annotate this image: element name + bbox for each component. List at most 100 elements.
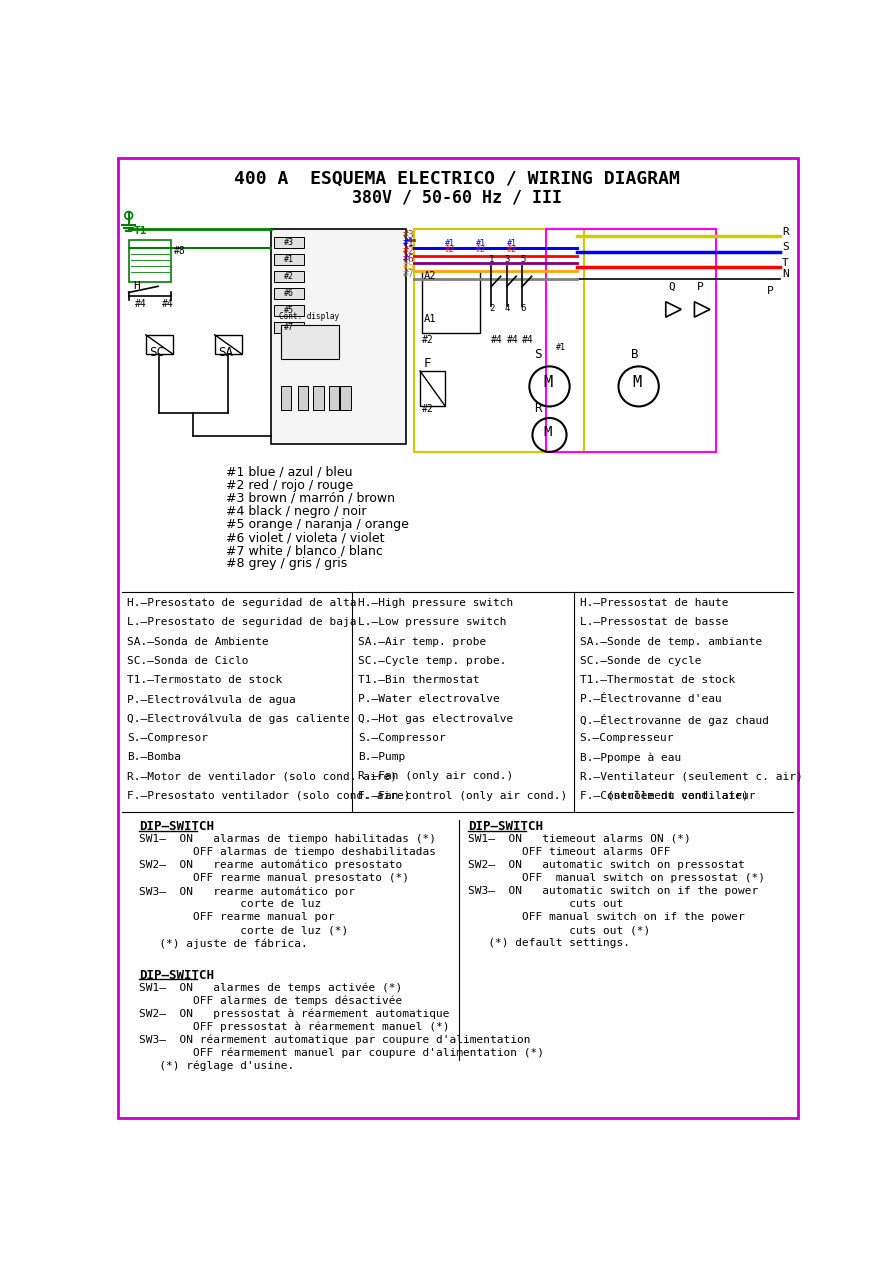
Text: SW3–  ON   rearme automático por: SW3– ON rearme automático por <box>138 887 355 897</box>
Text: #3: #3 <box>403 230 414 240</box>
Text: SC.–Sonda de Ciclo: SC.–Sonda de Ciclo <box>127 655 248 666</box>
Text: L.–Presostato de seguridad de baja: L.–Presostato de seguridad de baja <box>127 618 356 628</box>
Text: SA: SA <box>219 346 234 359</box>
Text: B: B <box>630 347 638 361</box>
Text: L.–Low pressure switch: L.–Low pressure switch <box>358 618 506 628</box>
Text: H.–Presostato de seguridad de alta: H.–Presostato de seguridad de alta <box>127 599 356 609</box>
Text: SW3–  ON   automatic switch on if the power: SW3– ON automatic switch on if the power <box>468 887 758 897</box>
Text: S.–Compresor: S.–Compresor <box>127 733 208 743</box>
Text: cuts out: cuts out <box>468 899 623 909</box>
Text: (*) default settings.: (*) default settings. <box>468 938 630 949</box>
Text: 6: 6 <box>520 304 525 313</box>
Text: OFF pressostat à réarmement manuel (*): OFF pressostat à réarmement manuel (*) <box>138 1022 449 1032</box>
Text: #4: #4 <box>507 335 519 345</box>
Text: #2: #2 <box>403 246 414 256</box>
Text: (*) ajuste de fábrica.: (*) ajuste de fábrica. <box>138 938 307 949</box>
Text: #7 white / blanco / blanc: #7 white / blanco / blanc <box>226 544 383 557</box>
Text: #1: #1 <box>445 239 455 248</box>
Text: OFF alarmes de temps désactivée: OFF alarmes de temps désactivée <box>138 995 402 1007</box>
Text: P.–Water electrovalve: P.–Water electrovalve <box>358 695 500 705</box>
Text: 4: 4 <box>505 304 510 313</box>
Text: A2: A2 <box>424 270 437 280</box>
Text: P.–Électrovanne d'eau: P.–Électrovanne d'eau <box>580 695 722 705</box>
Text: #2 red / rojo / rouge: #2 red / rojo / rouge <box>226 479 354 491</box>
Text: #8 grey / gris / gris: #8 grey / gris / gris <box>226 557 347 571</box>
Text: T1.–Thermostat de stock: T1.–Thermostat de stock <box>580 676 735 685</box>
Text: S: S <box>534 347 541 361</box>
Text: OFF manual switch on if the power: OFF manual switch on if the power <box>468 912 745 922</box>
Bar <box>274 254 304 265</box>
Text: Q.–Électrovanne de gaz chaud: Q.–Électrovanne de gaz chaud <box>580 714 769 726</box>
Text: corte de luz (*): corte de luz (*) <box>138 926 348 936</box>
Text: S.–Compressor: S.–Compressor <box>358 733 446 743</box>
Text: H.–Pressostat de haute: H.–Pressostat de haute <box>580 599 728 609</box>
Text: SC.–Sonde de cycle: SC.–Sonde de cycle <box>580 655 701 666</box>
Bar <box>146 335 173 354</box>
Bar <box>280 325 338 360</box>
Bar <box>129 240 171 283</box>
Text: #2: #2 <box>421 404 433 414</box>
Text: #4 black / negro / noir: #4 black / negro / noir <box>226 505 367 518</box>
Text: F.–Presostato ventilador (solo cond. aire): F.–Presostato ventilador (solo cond. air… <box>127 791 411 801</box>
Bar <box>421 270 480 332</box>
Text: SW2–  ON   automatic switch on pressostat: SW2– ON automatic switch on pressostat <box>468 860 745 870</box>
Text: OFF  manual switch on pressostat (*): OFF manual switch on pressostat (*) <box>468 873 765 883</box>
Bar <box>271 229 406 445</box>
Text: #3 brown / marrón / brown: #3 brown / marrón / brown <box>226 491 396 505</box>
Text: SW2–  ON   rearme automático presostato: SW2– ON rearme automático presostato <box>138 860 402 870</box>
Text: S: S <box>782 242 789 253</box>
Text: (seulement cond. air): (seulement cond. air) <box>580 791 748 801</box>
Text: OFF timeout alarms OFF: OFF timeout alarms OFF <box>468 847 671 856</box>
Text: #2: #2 <box>507 245 517 254</box>
Text: #2: #2 <box>284 273 294 282</box>
Text: SC.–Cycle temp. probe.: SC.–Cycle temp. probe. <box>358 655 506 666</box>
Text: cuts out (*): cuts out (*) <box>468 926 650 936</box>
Text: #1 blue / azul / bleu: #1 blue / azul / bleu <box>226 466 353 479</box>
Text: (*) réglage d'usine.: (*) réglage d'usine. <box>138 1061 294 1071</box>
Text: A1: A1 <box>424 314 437 325</box>
Text: #1: #1 <box>284 255 294 264</box>
Text: #3: #3 <box>284 239 294 248</box>
Text: B.–Bomba: B.–Bomba <box>127 753 181 762</box>
Text: DIP–SWITCH: DIP–SWITCH <box>468 820 543 832</box>
Text: #6 violet / violeta / violet: #6 violet / violeta / violet <box>226 532 385 544</box>
Text: T: T <box>782 258 789 268</box>
Text: 3: 3 <box>505 255 510 264</box>
Text: P: P <box>697 282 704 292</box>
Text: OFF alarmas de tiempo deshabilitadas: OFF alarmas de tiempo deshabilitadas <box>138 847 436 856</box>
Text: R.–Ventilateur (seulement c. air): R.–Ventilateur (seulement c. air) <box>580 772 803 782</box>
Text: #2: #2 <box>445 245 455 254</box>
Text: SA.–Sonda de Ambiente: SA.–Sonda de Ambiente <box>127 637 269 647</box>
Text: R.–Fan (only air cond.): R.–Fan (only air cond.) <box>358 772 513 782</box>
Bar <box>274 237 304 248</box>
Text: #7: #7 <box>403 269 414 279</box>
Text: DIP–SWITCH: DIP–SWITCH <box>138 969 213 981</box>
Text: F: F <box>424 357 431 370</box>
Bar <box>297 386 308 409</box>
Text: F.–Fan control (only air cond.): F.–Fan control (only air cond.) <box>358 791 567 801</box>
Text: SW2–  ON   pressostat à réarmement automatique: SW2– ON pressostat à réarmement automati… <box>138 1009 449 1019</box>
Text: OFF réarmement manuel par coupure d'alimentation (*): OFF réarmement manuel par coupure d'alim… <box>138 1048 544 1058</box>
Text: B.–Pump: B.–Pump <box>358 753 405 762</box>
Text: #6: #6 <box>403 254 414 264</box>
Text: #7: #7 <box>284 323 294 332</box>
Text: SW1–  ON   alarmas de tiempo habilitadas (*): SW1– ON alarmas de tiempo habilitadas (*… <box>138 834 436 844</box>
Text: R.–Motor de ventilador (solo cond. aire): R.–Motor de ventilador (solo cond. aire) <box>127 772 397 782</box>
Text: 380V / 50-60 Hz / III: 380V / 50-60 Hz / III <box>352 188 563 207</box>
Text: F.–Contrôle du ventilateur: F.–Contrôle du ventilateur <box>580 791 755 801</box>
Text: #1: #1 <box>476 239 486 248</box>
Text: #8: #8 <box>173 246 186 256</box>
Text: #6: #6 <box>284 289 294 298</box>
Text: M: M <box>543 424 552 438</box>
Bar <box>340 386 351 409</box>
Text: SC: SC <box>149 346 163 359</box>
Bar <box>274 288 304 298</box>
Text: #4: #4 <box>162 299 174 309</box>
Text: H.–High pressure switch: H.–High pressure switch <box>358 599 513 609</box>
Text: SA.–Air temp. probe: SA.–Air temp. probe <box>358 637 487 647</box>
Text: T1.–Termostato de stock: T1.–Termostato de stock <box>127 676 282 685</box>
Bar <box>313 386 324 409</box>
Text: OFF rearme manual presostato (*): OFF rearme manual presostato (*) <box>138 873 409 883</box>
Text: #2: #2 <box>421 335 433 345</box>
Text: N: N <box>782 269 789 279</box>
